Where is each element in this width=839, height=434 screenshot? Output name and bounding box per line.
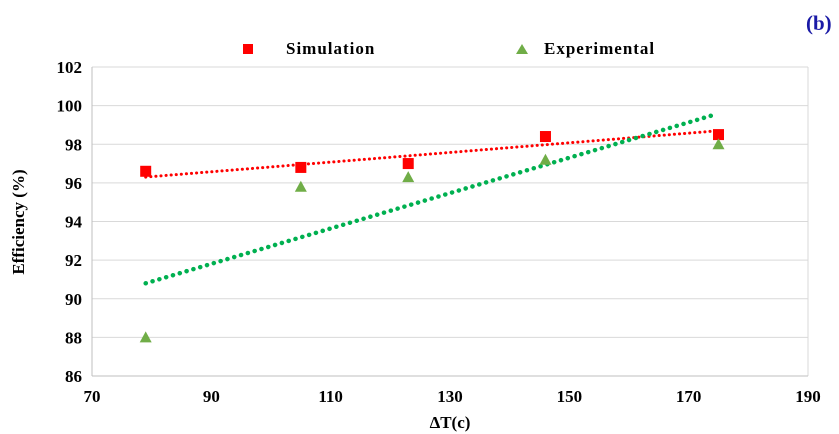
y-tick-label: 88 <box>65 328 82 347</box>
y-tick-label: 98 <box>65 135 82 154</box>
point-simulation <box>713 129 724 141</box>
point-simulation <box>295 161 307 173</box>
legend: Simulation Experimental <box>243 39 655 58</box>
x-tick-label: 90 <box>203 387 220 406</box>
point-simulation <box>140 165 152 177</box>
y-tick-label: 94 <box>65 213 83 232</box>
point-experimental <box>402 171 415 183</box>
data-points <box>139 129 725 343</box>
x-tick-label: 170 <box>676 387 702 406</box>
point-experimental <box>139 331 152 343</box>
x-tick-label: 190 <box>795 387 821 406</box>
point-experimental <box>294 180 307 192</box>
y-tick-label: 96 <box>65 174 82 193</box>
grid <box>92 66 809 376</box>
y-axis-title: Efficiency (%) <box>9 169 28 274</box>
y-tick-label: 102 <box>57 58 83 77</box>
x-tick-label: 150 <box>557 387 583 406</box>
panel-label: (b) <box>806 11 832 35</box>
trendline-experimental <box>143 113 715 286</box>
legend-marker-simulation <box>243 44 253 54</box>
legend-label-simulation: Simulation <box>286 39 375 58</box>
y-tick-label: 92 <box>65 251 82 270</box>
trendline-simulation <box>144 129 720 179</box>
axes <box>91 67 808 377</box>
point-simulation <box>402 158 414 170</box>
point-experimental <box>712 138 725 150</box>
y-tick-label: 86 <box>65 367 82 386</box>
x-tick-label: 110 <box>318 387 343 406</box>
y-tick-label: 100 <box>57 97 83 116</box>
y-tick-label: 90 <box>65 290 82 309</box>
x-tick-label: 70 <box>84 387 101 406</box>
legend-label-experimental: Experimental <box>544 39 655 58</box>
x-tick-label: 130 <box>437 387 463 406</box>
trendlines <box>143 113 720 286</box>
x-axis-title: ΔT(c) <box>430 413 471 432</box>
y-tick-labels: 86 88 90 92 94 96 98 100 102 <box>57 58 83 386</box>
x-tick-labels: 70 90 110 130 150 170 190 <box>84 387 821 406</box>
legend-marker-experimental <box>516 44 528 54</box>
point-simulation <box>539 131 551 143</box>
point-experimental <box>539 153 552 165</box>
